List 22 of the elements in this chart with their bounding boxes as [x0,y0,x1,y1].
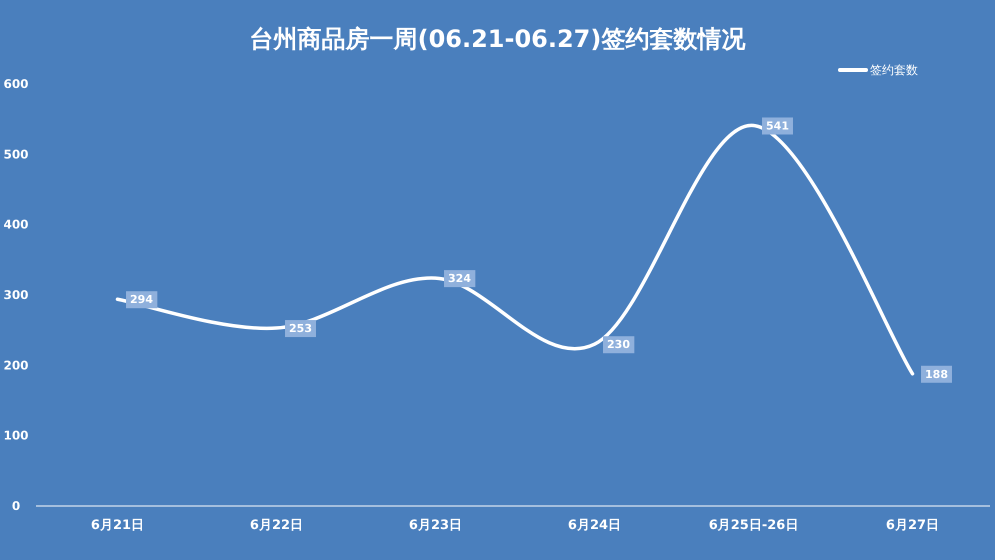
line-series [116,124,914,376]
data-label: 541 [766,119,789,132]
data-label: 230 [607,338,630,352]
x-tick-label: 6月25日-26日 [708,518,798,533]
y-tick-label: 600 [3,77,29,91]
data-label: 188 [925,368,948,381]
x-tick-label: 6月27日 [886,518,940,533]
legend-label: 签约套数 [870,63,918,77]
x-tick-label: 6月22日 [250,518,304,533]
y-tick-label: 100 [3,428,29,443]
y-tick-label: 0 [12,499,20,513]
x-tick-label: 6月24日 [568,518,622,533]
x-tick-label: 6月21日 [90,518,144,533]
data-label: 253 [289,322,312,336]
y-tick-label: 400 [3,218,29,232]
chart-title: 台州商品房一周(06.21-06.27)签约套数情况 [250,25,746,53]
data-label: 324 [448,272,472,286]
x-tick-label: 6月23日 [408,518,462,533]
y-tick-label: 300 [3,288,29,302]
y-tick-label: 200 [3,358,29,372]
y-tick-label: 500 [3,147,29,162]
data-label: 294 [130,293,154,306]
